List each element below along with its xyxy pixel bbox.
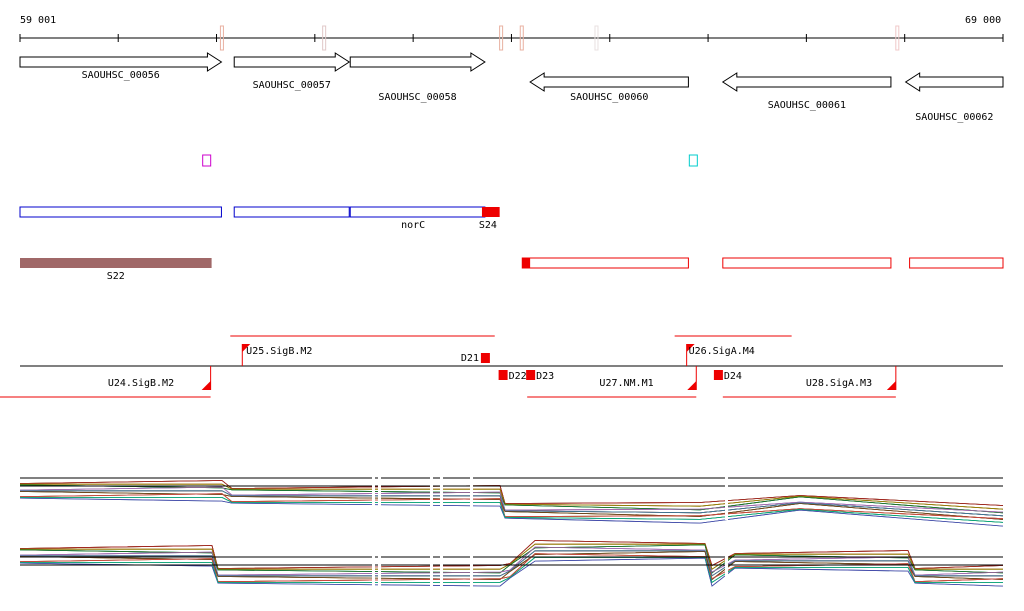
- data-gap: [440, 540, 443, 600]
- axis-end-label: 69 000: [965, 15, 1001, 26]
- red-start-block: [522, 258, 531, 268]
- feature-mark: [594, 25, 599, 51]
- downstream-marker: [713, 370, 723, 380]
- data-gap: [470, 460, 473, 520]
- gene-arrow: [904, 72, 1004, 92]
- small-feature-box: [688, 154, 698, 167]
- blue-segment: [19, 206, 222, 218]
- expression-line: [20, 483, 1004, 510]
- operon-label: U28.SigA.M3: [806, 378, 872, 389]
- expression-line: [19, 497, 1004, 527]
- data-gap: [372, 460, 375, 520]
- expression-line: [20, 497, 1004, 523]
- gene-label: SAOUHSC_00058: [378, 92, 456, 103]
- feature-mark: [895, 25, 900, 51]
- red-tail-block: [481, 207, 500, 217]
- expression-line: [19, 484, 1004, 514]
- operon-label: U25.SigB.M2: [246, 346, 312, 357]
- operon-label: U27.NM.M1: [599, 378, 653, 389]
- operon-flag: [886, 381, 896, 390]
- gene-arrow: [349, 52, 486, 72]
- gene-arrow: [529, 72, 689, 92]
- data-gap: [430, 540, 433, 600]
- downstream-label: D21: [461, 353, 479, 364]
- gene-label: SAOUHSC_00057: [253, 80, 331, 91]
- gene-arrow: [233, 52, 351, 72]
- expression-line: [20, 490, 1004, 517]
- expression-track: [19, 460, 1004, 600]
- segment-track: norC S24 S22: [19, 206, 1004, 282]
- data-gap: [430, 460, 433, 520]
- expression-line: [19, 484, 1004, 514]
- downstream-label: D22: [509, 371, 527, 382]
- coordinate-axis: [19, 25, 1004, 51]
- operon-label: U24.SigB.M2: [108, 378, 174, 389]
- operon-flag: [687, 381, 697, 390]
- expression-line: [19, 484, 1004, 514]
- expression-line: [19, 493, 1004, 520]
- downstream-label: D24: [724, 371, 742, 382]
- expression-line: [19, 497, 1004, 527]
- s22-block: [20, 258, 212, 268]
- axis-start-label: 59 001: [20, 15, 56, 26]
- data-gap: [725, 460, 728, 520]
- gene-label: SAOUHSC_00060: [570, 92, 648, 103]
- operon-flag: [201, 381, 211, 390]
- data-gap: [378, 540, 381, 600]
- blue-segment: [349, 206, 486, 218]
- operon-label: U26.SigA.M4: [689, 346, 755, 357]
- gene-track: SAOUHSC_00056 SAOUHSC_00057 SAOUHSC_00058 S…: [19, 52, 1004, 123]
- red-segment: [521, 257, 689, 269]
- expression-line: [19, 491, 1004, 520]
- gene-label: SAOUHSC_00062: [915, 112, 993, 123]
- gene-arrow: [19, 52, 223, 72]
- feature-mark: [322, 25, 327, 51]
- red-segment: [909, 257, 1004, 269]
- feature-mark: [499, 25, 504, 51]
- blue-segment: [233, 206, 350, 218]
- downstream-marker: [498, 370, 508, 380]
- data-gap: [470, 540, 473, 600]
- expression-line: [19, 480, 1004, 506]
- red-segment: [722, 257, 892, 269]
- downstream-label: D23: [536, 371, 554, 382]
- small-feature-track: [202, 154, 698, 167]
- expression-line: [19, 491, 1004, 520]
- operon-flag: [686, 344, 695, 352]
- gene-label: SAOUHSC_00056: [82, 70, 160, 81]
- data-gap: [378, 460, 381, 520]
- data-gap: [440, 460, 443, 520]
- data-gap: [725, 540, 728, 600]
- expression-line: [19, 491, 1004, 520]
- segment-label: norC: [401, 220, 425, 231]
- segment-label: S24: [479, 220, 497, 231]
- expression-line: [19, 486, 1004, 513]
- data-gap: [372, 540, 375, 600]
- feature-mark: [219, 25, 224, 51]
- gene-arrow: [721, 72, 892, 92]
- downstream-marker: [480, 353, 490, 363]
- downstream-marker: [526, 370, 536, 380]
- gene-label: SAOUHSC_00061: [768, 100, 846, 111]
- s22-label: S22: [107, 271, 125, 282]
- operon-track: U25.SigB.M2 U26.SigA.M4 U24.SigB.M2 U27.NM.…: [0, 335, 1003, 398]
- feature-mark: [519, 25, 524, 51]
- small-feature-box: [202, 154, 212, 167]
- operon-flag: [242, 344, 251, 352]
